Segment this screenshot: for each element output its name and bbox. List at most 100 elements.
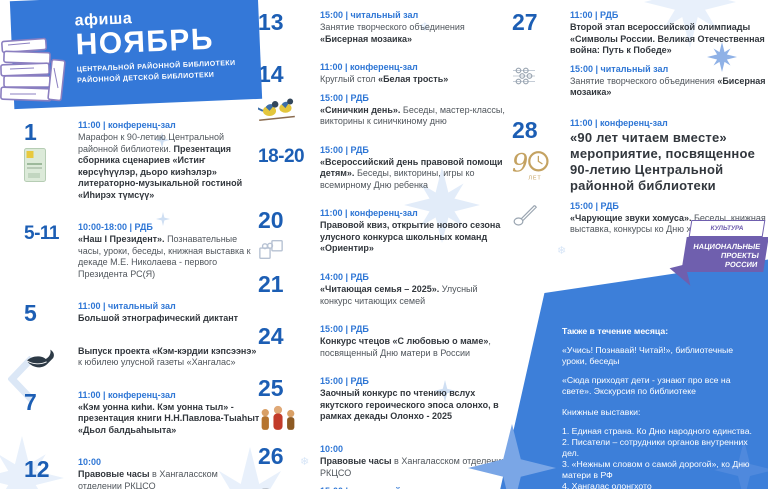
event-time-venue: 11:00 | конференц-зал (78, 389, 176, 400)
day-label-cell: 5 (24, 301, 70, 332)
day-events-cell: 11:00 | конференц-зал Марафон к 90-летию … (78, 120, 262, 208)
event-description: «90 лет читаем вместе» мероприятие, посв… (570, 129, 756, 193)
day-number: 12 (24, 456, 50, 482)
event-description: Заочный конкурс по чтению вслух якутског… (320, 388, 499, 421)
schedule-day: Выпуск проекта «Кэм-кэрдии кэпсээнэ» к ю… (24, 346, 262, 376)
olonkho-figures-icon (261, 405, 295, 430)
event-time-venue: 15:00 | читальный зал (320, 10, 419, 20)
day-events-cell: 11:00 | конференц-зал «Кэм уонна киһи. Кэ… (78, 390, 262, 444)
exhibition-item: 4. Хангалас олонгхото (562, 481, 652, 489)
day-number: 13 (258, 9, 284, 35)
also-section: Также в течение месяца: «Учись! Познавай… (562, 326, 758, 489)
schedule-day: 7 11:00 | конференц-зал «Кэм уонна киһи. К… (24, 390, 262, 444)
day-events-cell: 15:00 | РДБ Заочный конкурс по чтению всл… (320, 376, 510, 434)
event-time-venue: 11:00 | РДБ (570, 10, 619, 20)
logo-line-3: РОССИИ (724, 260, 759, 269)
event: 11:00 | конференц-зал «90 лет читаем вмес… (570, 118, 768, 194)
event-description: «Синичкин день». Беседы, мастер-классы, … (320, 104, 505, 127)
day-events-cell: 11:00 | РДБ Второй этап всероссийской оли… (570, 10, 768, 64)
event-time-venue: 10:00 (78, 457, 102, 467)
schedule-day: 5-11 10:00-18:00 | РДБ «Наш I Президент». … (24, 222, 262, 287)
event-time-venue: 11:00 | конференц-зал (78, 120, 176, 130)
event-description: Правовой квиз, открытие нового сезона ул… (320, 220, 501, 253)
day-events-cell: 10:00 Правовые часы в Хангаласском отделе… (78, 457, 262, 489)
logo-line-1: НАЦИОНАЛЬНЫЕ (692, 242, 761, 251)
day-events-cell: 11:00 | читальный зал Большой этнографиче… (78, 301, 262, 332)
day-number: 14 (258, 61, 284, 87)
also-heading: Также в течение месяца: (562, 326, 669, 336)
day-events-cell: 15:00 | РДБ Конкурс чтецов «С любовью о м… (320, 324, 510, 366)
event-description: Занятие творческого объединения «Бисерна… (320, 22, 465, 44)
event-time-venue: 15:00 | читальный зал (570, 63, 669, 74)
event-description: Марафон к 90-летию Центральной районной … (78, 132, 243, 200)
day-number: 5-11 (24, 223, 59, 244)
schedule-day: 1 11:00 | конференц-зал Марафон к 90-летию… (24, 120, 262, 208)
event: 15:00 | читальный зал Занятие творческого… (320, 10, 510, 45)
day-events-cell: Выпуск проекта «Кэм-кэрдии кэпсээнэ» к ю… (78, 346, 262, 376)
day-events-cell: 15:00 | читальный зал Занятие творческого… (570, 64, 768, 106)
event-description: Круглый стол «Белая трость» (320, 74, 449, 84)
event-description: Занятие творческого объединения «Бисерна… (570, 75, 766, 98)
day-events-cell: 11:00 | конференц-зал Правовой квиз, откр… (320, 208, 510, 262)
event-time-venue: 15:00 | РДБ (320, 144, 369, 155)
event: 15:00 | РДБ Конкурс чтецов «С любовью о м… (320, 324, 510, 359)
day-label-cell: 20 (258, 208, 312, 262)
schedule-day: 12 10:00 Правовые часы в Хангаласском отде… (24, 457, 262, 489)
day-label-cell: 7 (24, 390, 70, 444)
schedule-day: 28 9 ЛЕТ 11:00 | конференц-зал «90 лет читае… (512, 118, 768, 243)
events-column-3: 27 11:00 | РДБ Второй этап всероссийской о… (512, 10, 768, 255)
tit-birds-icon (258, 98, 295, 121)
event-description: «Всероссийский день правовой помощи детя… (320, 156, 503, 190)
event-description: «Наш I Президент». Познавательные часы, … (78, 234, 251, 279)
puzzle-icon (259, 239, 283, 259)
day-label-cell: 14 (258, 62, 312, 93)
day-label-cell: 27 (512, 10, 562, 64)
day-number: 7 (24, 388, 37, 415)
khomus-icon (513, 204, 538, 226)
day-label-cell: 1 (24, 120, 70, 208)
event-description: Правовые часы в Хангаласском отделении Р… (320, 456, 507, 478)
event: 11:00 | РДБ Второй этап всероссийской оли… (570, 10, 768, 57)
day-events-cell: 15:00 | РДБ «Чарующие звуки хомуса». Бесе… (570, 201, 768, 243)
event-description: Выпуск проекта «Кэм-кэрдии кэпсээнэ» к ю… (78, 345, 257, 368)
day-label-cell (258, 93, 312, 135)
logo-culture-label: КУЛЬТУРА (688, 220, 766, 237)
day-number: 20 (258, 207, 284, 233)
event-time-venue: 15:00 | РДБ (320, 324, 369, 334)
event: 10:00 Правовые часы в Хангаласском отделе… (78, 457, 262, 489)
day-events-cell: 10:00 Правовые часы в Хангаласском отделе… (320, 444, 510, 486)
day-label-cell: 24 (258, 324, 312, 366)
exhibition-item: 2. Писатели – сотрудники органов внутрен… (562, 437, 748, 458)
event-time-venue: 15:00 | РДБ (320, 376, 369, 386)
exhibition-item: 3. «Нежным словом о самой дорогой», ко Д… (562, 459, 750, 480)
day-label-cell: 12 (24, 457, 70, 489)
event-time-venue: 11:00 | конференц-зал (320, 62, 418, 72)
event-time-venue: 11:00 | читальный зал (78, 301, 176, 311)
day-label-cell (24, 346, 70, 376)
event: 10:00-18:00 | РДБ «Наш I Президент». Позн… (78, 222, 262, 280)
schedule-day: 18-20 15:00 | РДБ «Всероссийский день прав… (258, 145, 510, 199)
beads-icon (513, 67, 535, 84)
event-description: «Чарующие звуки хомуса». Беседы, книжная… (570, 212, 766, 235)
day-label-cell: 26 (258, 444, 312, 486)
day-number: 1 (24, 119, 37, 145)
event-description: Второй этап всероссийской олимпиады «Сим… (570, 22, 765, 55)
day-number: 25 (258, 375, 284, 401)
events-column-1: 1 11:00 | конференц-зал Марафон к 90-летию… (24, 120, 262, 489)
schedule-day: 21 14:00 | РДБ «Читающая семья – 2025». Ул… (258, 272, 510, 314)
schedule-day: 13 15:00 | читальный зал Занятие творческо… (258, 10, 510, 52)
day-label-cell: Ca✎ (258, 486, 312, 489)
events-column-2: 13 15:00 | читальный зал Занятие творческо… (258, 10, 510, 489)
also-item: «Учись! Познавай! Читай!», библиотечные … (562, 345, 734, 366)
schedule-day: 24 15:00 | РДБ Конкурс чтецов «С любовью о… (258, 324, 510, 366)
book-cover-icon (24, 148, 46, 182)
schedule-day: 26 10:00 Правовые часы в Хангаласском отде… (258, 444, 510, 489)
day-label-cell: 13 (258, 10, 312, 52)
schedule-day: 25 15:00 | РДБ Заочный конкурс по чтению в… (258, 376, 510, 434)
event: 11:00 | конференц-зал «Кэм уонна киһи. Кэ… (78, 390, 262, 437)
day-number: 18-20 (258, 145, 305, 167)
schedule-day: 14 11:00 | конференц-зал Круглый стол «Бел… (258, 62, 510, 135)
